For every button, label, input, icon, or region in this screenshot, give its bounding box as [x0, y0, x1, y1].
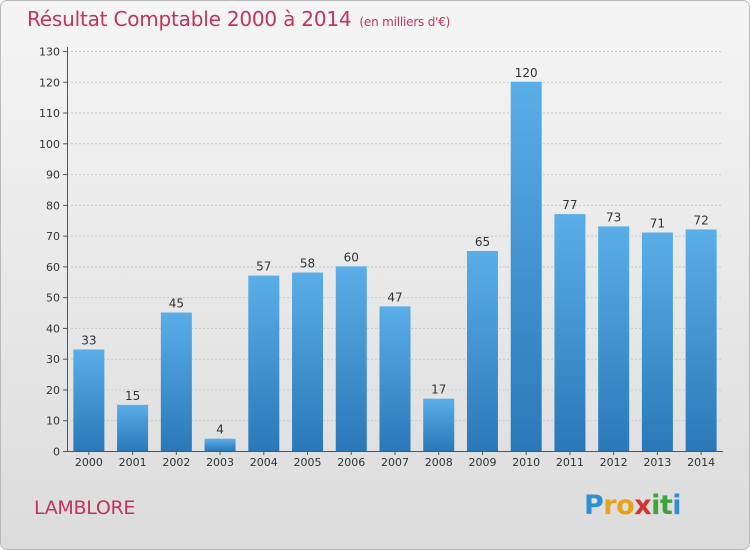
- x-tick-label: 2008: [425, 456, 453, 469]
- bar-2001[interactable]: [117, 404, 149, 451]
- y-tick-label: 110: [39, 107, 60, 120]
- bar-2003[interactable]: [204, 438, 236, 451]
- bar-2004[interactable]: [248, 275, 280, 451]
- y-tick-label: 10: [46, 415, 60, 428]
- bar-2002[interactable]: [160, 312, 192, 451]
- logo-letter: i: [651, 490, 660, 521]
- data-label: 71: [650, 217, 665, 231]
- x-tick-label: 2001: [119, 456, 147, 469]
- x-tick-label: 2006: [337, 456, 365, 469]
- x-tick-label: 2002: [162, 456, 190, 469]
- data-label: 17: [431, 383, 446, 397]
- y-tick-label: 50: [46, 292, 60, 305]
- x-tick-label: 2004: [250, 456, 278, 469]
- data-label: 77: [562, 198, 577, 212]
- y-tick-label: 40: [46, 322, 60, 335]
- x-tick-label: 2010: [512, 456, 540, 469]
- logo-letter: t: [659, 490, 673, 521]
- bar-2011[interactable]: [554, 214, 586, 451]
- x-tick-label: 2009: [468, 456, 496, 469]
- chart-title: Résultat Comptable 2000 à 2014 (en millie…: [27, 7, 450, 31]
- data-label: 58: [300, 257, 315, 271]
- bar-2005[interactable]: [292, 272, 324, 451]
- x-tick-label: 2012: [600, 456, 628, 469]
- logo-letter: i: [672, 490, 682, 521]
- logo-letter: r: [603, 490, 617, 521]
- x-tick-label: 2005: [294, 456, 322, 469]
- data-label: 33: [81, 333, 96, 347]
- logo-letter: x: [634, 490, 652, 521]
- data-labels: 33 15 45 4 57 58 60 47 17 65 120 77 73 71 72: [81, 66, 709, 437]
- y-tick-label: 120: [39, 76, 60, 89]
- proxiti-logo[interactable]: Proxiti: [584, 490, 682, 521]
- data-label: 47: [387, 290, 402, 304]
- x-tick-label: 2014: [687, 456, 715, 469]
- y-tick-label: 30: [46, 353, 60, 366]
- y-tick-label: 20: [46, 384, 60, 397]
- y-tick-label: 90: [46, 169, 60, 182]
- bar-2013[interactable]: [641, 232, 673, 451]
- data-label: 45: [169, 297, 184, 311]
- bar-2012[interactable]: [598, 226, 630, 451]
- y-tick-label: 130: [39, 46, 60, 59]
- bar-2009[interactable]: [466, 251, 498, 451]
- data-label: 73: [606, 210, 621, 224]
- bar-2000[interactable]: [73, 349, 105, 451]
- data-label: 72: [693, 213, 708, 227]
- x-tick-label: 2011: [556, 456, 584, 469]
- data-label: 120: [515, 66, 538, 80]
- y-tick-label: 100: [39, 138, 60, 151]
- y-tick-label: 0: [53, 446, 60, 459]
- x-tick-label: 2003: [206, 456, 234, 469]
- axes: [63, 47, 723, 455]
- logo-letter: o: [616, 490, 635, 521]
- bar-2010[interactable]: [510, 81, 542, 452]
- x-tick-label: 2013: [643, 456, 671, 469]
- y-tick-label: 80: [46, 199, 60, 212]
- data-label: 60: [344, 250, 359, 264]
- data-label: 65: [475, 235, 490, 249]
- chart-unit-note: (en milliers d'€): [359, 15, 451, 29]
- bars: [73, 81, 717, 452]
- x-tick-label: 2007: [381, 456, 409, 469]
- bar-2007[interactable]: [379, 306, 411, 451]
- x-tick-labels: 2000 2001 2002 2003 2004 2005 2006 2007 2008 2009…: [75, 456, 715, 469]
- y-tick-labels: 0 10 20 30 40 50 60 70 80 90 100 110 120 130: [39, 46, 60, 459]
- y-tick-label: 70: [46, 230, 60, 243]
- place-name: LAMBLORE: [34, 497, 136, 519]
- y-tick-label: 60: [46, 261, 60, 274]
- bar-2008[interactable]: [423, 398, 455, 451]
- bar-2006[interactable]: [335, 266, 367, 451]
- bar-2014[interactable]: [685, 229, 717, 451]
- logo-letter: P: [584, 490, 604, 521]
- data-label: 15: [125, 389, 140, 403]
- data-label: 4: [216, 423, 224, 437]
- x-tick-label: 2000: [75, 456, 103, 469]
- data-label: 57: [256, 260, 271, 274]
- chart-title-text: Résultat Comptable 2000 à 2014: [27, 7, 352, 31]
